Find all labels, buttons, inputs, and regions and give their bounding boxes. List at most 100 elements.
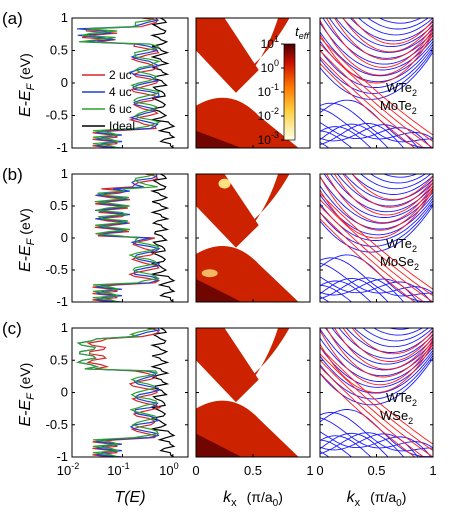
y-tick-label: 0.5: [50, 43, 68, 58]
x-tick-label: 0.5: [367, 463, 385, 478]
band-mat1: [325, 328, 433, 378]
transmission-panel: [71, 17, 189, 149]
band-mat2: [320, 431, 432, 457]
band-mat1: [320, 199, 433, 296]
y-tick-label: 0.5: [50, 352, 68, 367]
band-mat2: [372, 328, 423, 336]
teff-map: [196, 328, 299, 457]
band-structure: [320, 18, 433, 148]
band-mat2: [320, 49, 433, 94]
band-mat2: [320, 355, 433, 400]
material-label-2: MoSe2: [380, 254, 419, 272]
band-mat2: [343, 174, 433, 201]
y-tick-label: 0: [61, 230, 68, 245]
band-mat1: [320, 330, 433, 386]
band-mat2: [320, 205, 433, 253]
band-mat2: [330, 174, 433, 213]
band-mat1: [342, 18, 433, 53]
band-mat2: [351, 174, 433, 195]
panel-label: (a): [2, 9, 23, 28]
band-mat1: [320, 347, 433, 445]
transmission-curves: [76, 18, 176, 148]
x-tick-label: 0: [316, 463, 323, 478]
y-tick-label: 1: [61, 166, 68, 181]
colorbar: teff 101 100 10-1 10-2 10-3: [258, 24, 311, 147]
y-tick-label: 0.5: [50, 198, 68, 213]
heat-region: [196, 130, 242, 148]
band-mat1: [351, 174, 433, 201]
colorbar-tick-label: 10-1: [258, 82, 279, 99]
heat-region: [247, 328, 290, 387]
band-structure: [320, 174, 433, 302]
y-tick-label: 0: [61, 385, 68, 400]
band-mat2: [320, 176, 433, 224]
transmission-curves: [76, 328, 176, 457]
colorbar-tick-label: 10-3: [258, 130, 279, 147]
kx-axis-label: kx (π/a0): [223, 489, 283, 509]
band-mat1: [333, 18, 433, 61]
x-tick-label: 0: [192, 463, 199, 478]
band-mat1: [320, 192, 433, 290]
teff-map: [196, 18, 299, 148]
band-mat2: [349, 18, 433, 42]
heat-hotspot: [201, 269, 218, 278]
y-tick-label: -0.5: [46, 108, 68, 123]
heat-region: [196, 97, 299, 148]
y-tick-label: -1: [56, 140, 68, 155]
band-mat1: [320, 176, 433, 231]
heat-region: [196, 174, 259, 248]
band-mat2: [357, 18, 433, 36]
ideal-curve: [149, 174, 176, 302]
band-mat2: [320, 278, 389, 302]
heat-region: [196, 433, 242, 457]
band-mat2: [353, 328, 433, 348]
band-mat1: [351, 18, 433, 45]
band-mat2: [320, 439, 353, 457]
series-curve-0: [92, 174, 161, 302]
band-mat2: [320, 46, 433, 88]
panel-label: (b): [2, 165, 23, 184]
material-label-2: WSe2: [380, 408, 413, 426]
legend: 2 uc 4 uc 6 uc Ideal: [82, 68, 135, 133]
band-mat1: [320, 212, 425, 302]
y-tick-label: -1: [56, 294, 68, 309]
kx-axis-label: kx (π/a0): [347, 489, 407, 509]
band-mat1: [320, 37, 433, 136]
band-mat1: [325, 174, 433, 224]
band-mat2: [320, 185, 433, 230]
heat-region: [196, 246, 299, 302]
band-mat2: [331, 328, 433, 365]
legend-entry: 2 uc: [109, 68, 132, 82]
colorbar-tick-label: 10-2: [258, 106, 279, 123]
band-mat1: [333, 328, 433, 370]
y-tick-label: 1: [61, 10, 68, 25]
x-tick-label: 1: [306, 463, 313, 478]
band-mat2: [320, 123, 405, 148]
band-mat1: [320, 353, 433, 451]
x-tick-label: 100: [159, 461, 178, 478]
band-mat2: [320, 432, 405, 457]
band-mat2: [320, 130, 353, 148]
y-tick-label: 0: [61, 75, 68, 90]
band-mat2: [320, 122, 432, 148]
band-mat1: [320, 20, 433, 76]
ideal-curve: [149, 328, 176, 457]
band-mat2: [360, 174, 432, 190]
colorbar-scale: [283, 43, 296, 141]
band-mat1: [320, 50, 433, 148]
heat-region: [196, 18, 259, 93]
row-0: (a) E-EF (eV) 1 0.5 0 -0.5 -1 2 uc 4 uc 6 uc Ideal…: [2, 9, 434, 155]
legend-entry: 6 uc: [109, 102, 132, 116]
band-mat2: [320, 352, 433, 394]
heat-region: [196, 279, 242, 302]
legend-entry: Ideal: [109, 119, 135, 133]
series-curve-1: [76, 18, 161, 148]
band-mat2: [320, 276, 432, 302]
band-mat1: [320, 43, 433, 142]
heat-region: [247, 174, 290, 232]
teff-map: [196, 174, 299, 302]
panel-label: (c): [2, 319, 22, 338]
